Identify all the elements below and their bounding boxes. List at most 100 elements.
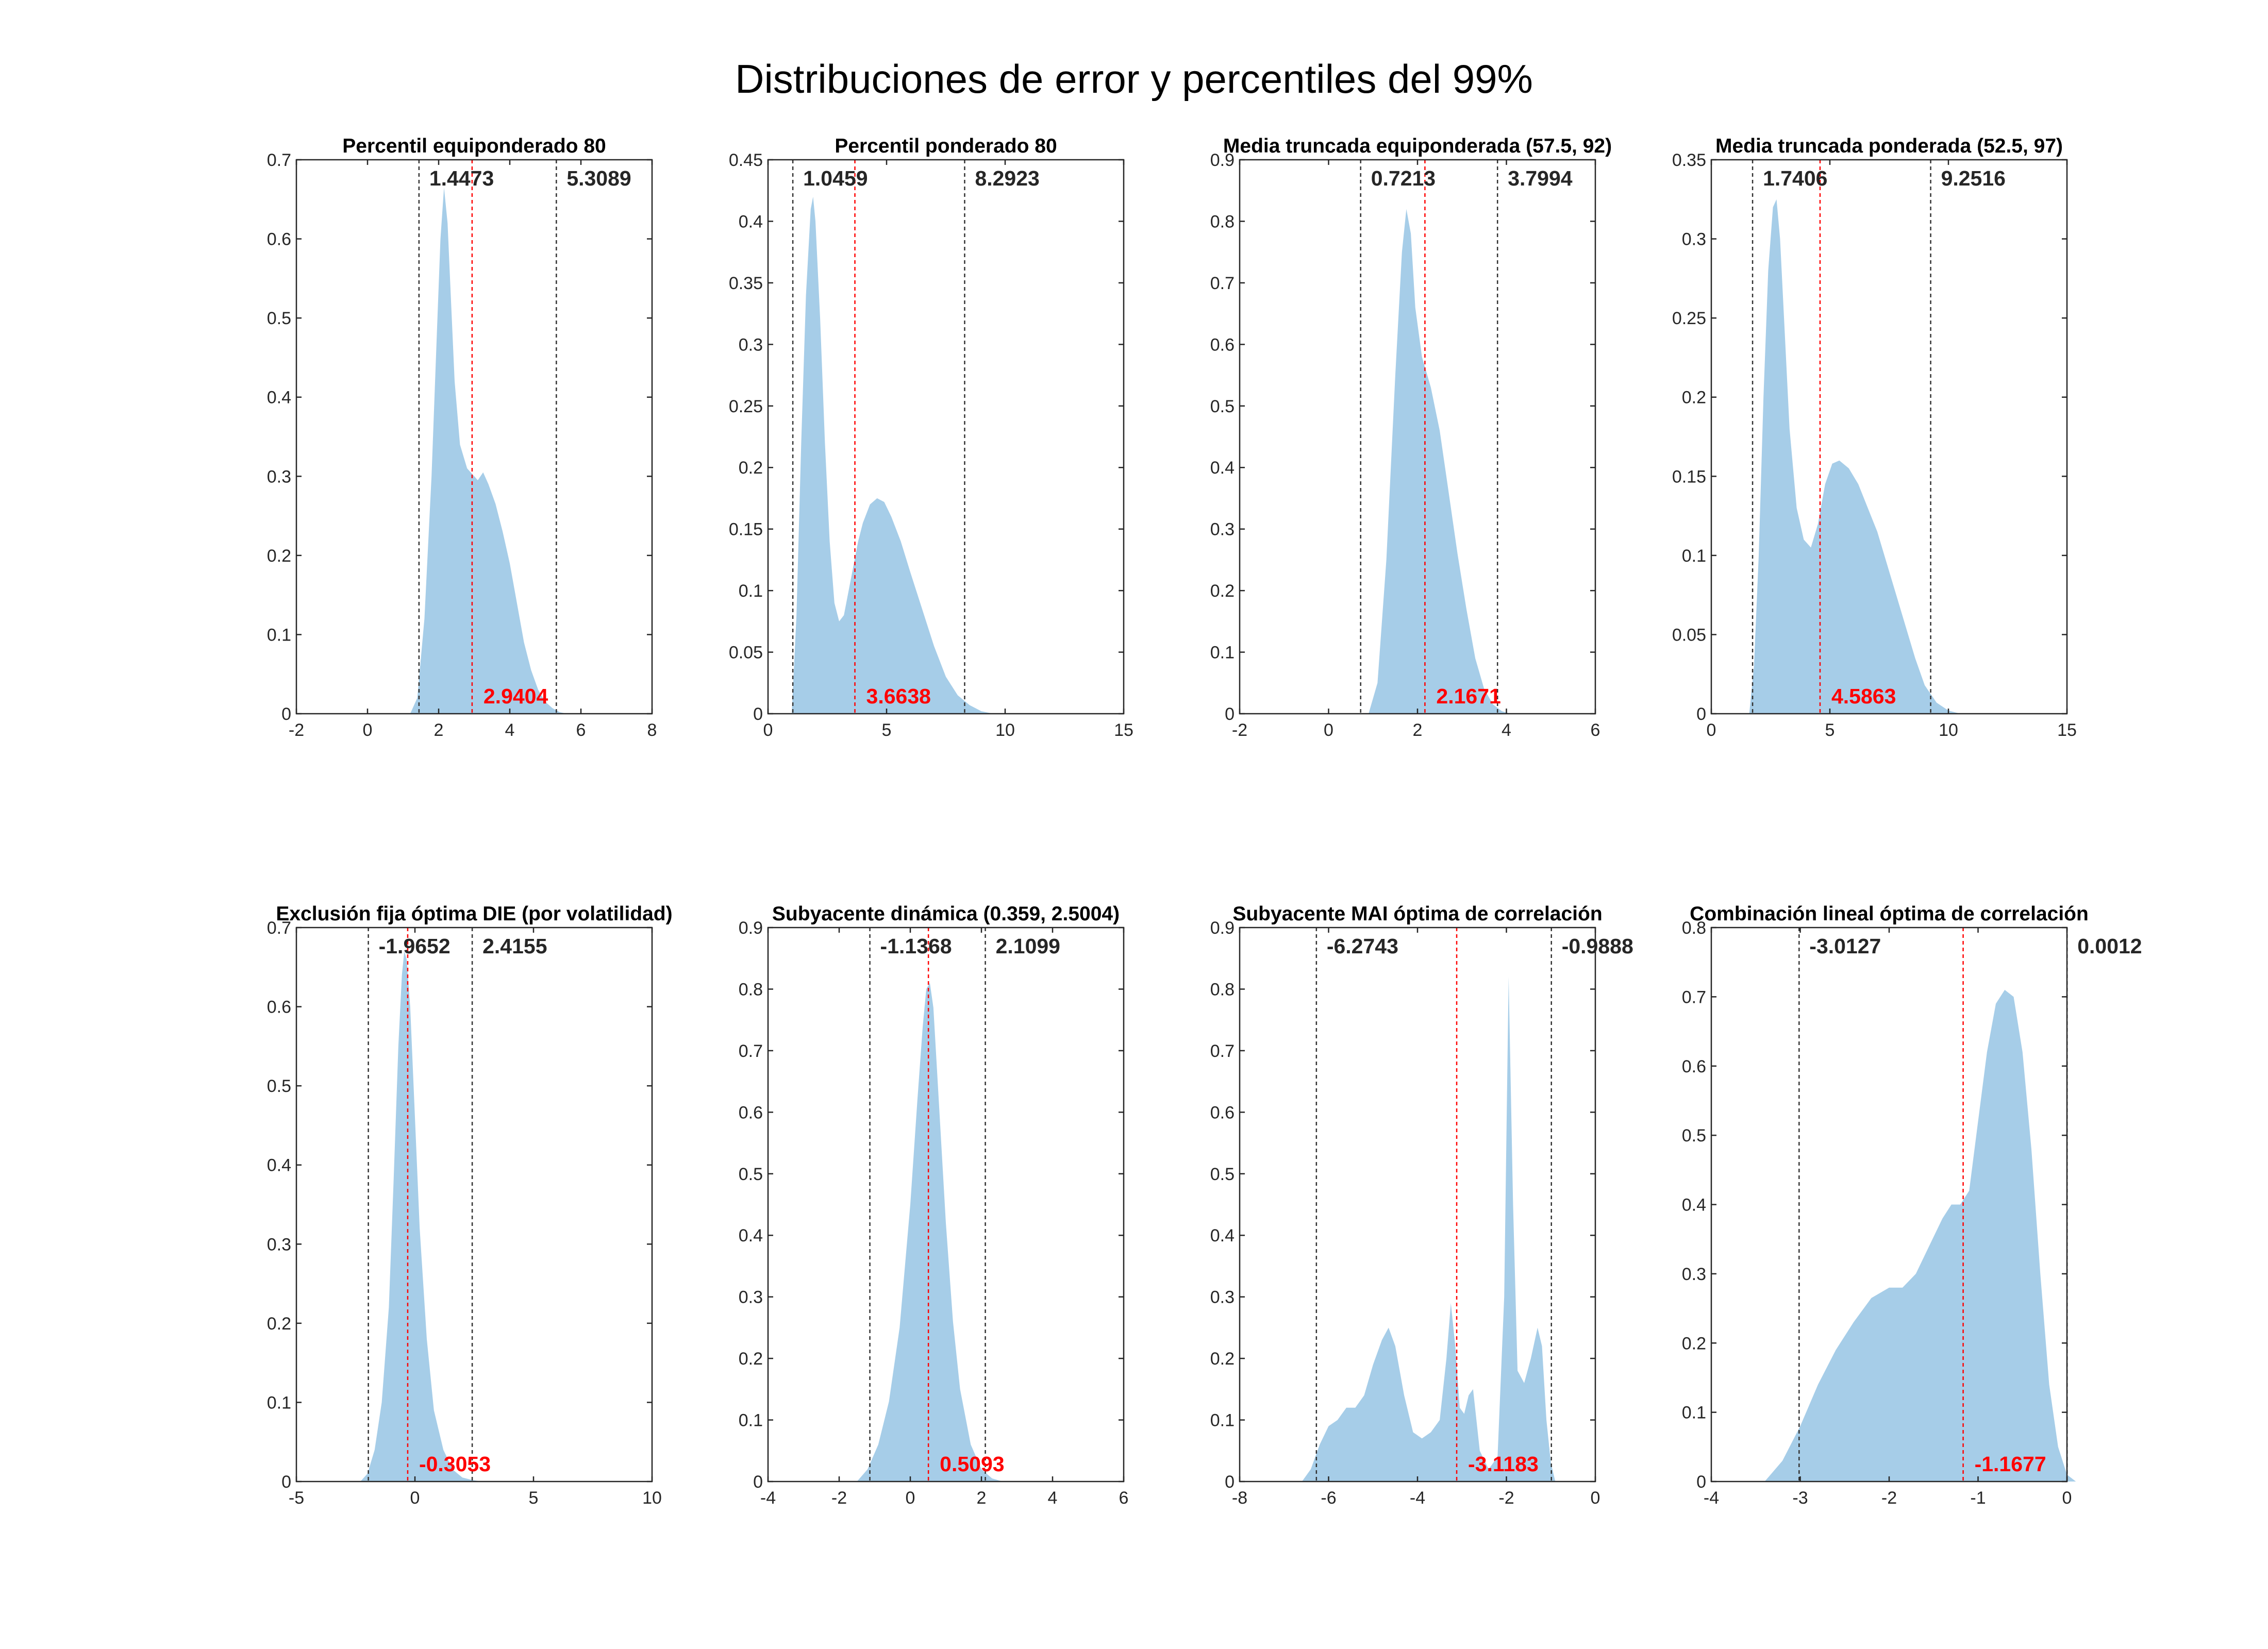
x-tick-label: 4 — [1502, 720, 1511, 740]
panel-title: Percentil equiponderado 80 — [342, 135, 606, 157]
lower-bound-label: 1.7406 — [1763, 166, 1827, 190]
lower-bound-label: -1.9652 — [379, 934, 451, 958]
x-tick-label: -2 — [1232, 720, 1247, 740]
x-tick-label: -4 — [1704, 1488, 1719, 1508]
y-tick-label: 0.2 — [1210, 581, 1235, 601]
x-tick-label: 6 — [1591, 720, 1600, 740]
x-tick-label: -1 — [1970, 1488, 1986, 1508]
chart-panel-4: 0 5 10 15 0 0.05 0.1 0.15 0.2 0.25 0.3 0.35 Media tr… — [1672, 135, 2077, 740]
x-tick-label: 5 — [529, 1488, 539, 1508]
y-tick-label: 0.6 — [1210, 335, 1235, 355]
upper-bound-label: 3.7994 — [1508, 166, 1573, 190]
density-area — [857, 983, 1003, 1482]
x-tick-label: 2 — [1413, 720, 1423, 740]
upper-bound-label: 2.1099 — [996, 934, 1060, 958]
panel-title: Combinación lineal óptima de correlación — [1690, 903, 2089, 925]
y-tick-label: 0.7 — [1210, 274, 1235, 293]
upper-bound-label: 0.0012 — [2077, 934, 2142, 958]
axes-box — [767, 159, 1125, 715]
y-tick-label: 0.4 — [1210, 458, 1235, 478]
y-tick-label: 0.1 — [1682, 546, 1706, 566]
x-tick-label: 4 — [505, 720, 515, 740]
y-tick-label: 0.25 — [729, 397, 763, 416]
y-tick-label: 0.6 — [1682, 1057, 1706, 1076]
y-tick-label: 0.3 — [1682, 1265, 1706, 1284]
x-tick-label: 0 — [1324, 720, 1333, 740]
y-tick-label: 0.5 — [739, 1165, 763, 1184]
x-tick-label: 0 — [906, 1488, 915, 1508]
chart-panel-2: 0 5 10 15 0 0.05 0.1 0.15 0.2 0.25 0.3 0.35 0.4 0.45 P… — [729, 135, 1133, 740]
y-tick-label: 0.2 — [739, 458, 763, 478]
y-tick-label: 0.4 — [739, 1226, 763, 1246]
y-tick-label: 0.7 — [267, 918, 291, 938]
median-label: 2.1671 — [1436, 684, 1500, 708]
x-tick-label: 0 — [763, 720, 773, 740]
x-tick-label: 2 — [434, 720, 444, 740]
density-area — [1369, 209, 1511, 714]
axes-box — [295, 159, 653, 715]
y-tick-label: 0.05 — [729, 643, 763, 663]
y-tick-label: 0.3 — [1682, 230, 1706, 249]
y-tick-label: 0.1 — [1210, 643, 1235, 663]
y-tick-label: 0.7 — [267, 150, 291, 170]
lower-bound-label: -1.1368 — [880, 934, 952, 958]
chart-panel-6: -4 -2 0 2 4 6 0 0.1 0.2 0.3 0.4 0.5 0.6 0.7 0.8 0.9 Suby… — [739, 903, 1129, 1508]
y-tick-label: 0.1 — [1210, 1411, 1235, 1431]
y-tick-label: 0.4 — [1682, 1196, 1706, 1215]
y-tick-label: 0.45 — [729, 150, 763, 170]
x-tick-label: 0 — [2062, 1488, 2072, 1508]
y-tick-label: 0.3 — [1210, 520, 1235, 540]
axes-box — [1710, 159, 2068, 715]
y-tick-label: 0.3 — [739, 335, 763, 355]
y-tick-label: 0.5 — [1682, 1126, 1706, 1146]
x-tick-label: 10 — [995, 720, 1015, 740]
x-tick-label: -2 — [289, 720, 304, 740]
upper-bound-label: 8.2923 — [975, 166, 1039, 190]
x-tick-label: 5 — [1825, 720, 1835, 740]
y-tick-label: 0.7 — [1682, 987, 1706, 1007]
y-tick-label: 0 — [1696, 1472, 1706, 1492]
y-tick-label: 0.6 — [739, 1103, 763, 1122]
median-label: -3.1183 — [1468, 1452, 1539, 1476]
y-tick-label: 0.35 — [1672, 150, 1706, 170]
y-tick-label: 0.3 — [739, 1288, 763, 1307]
y-tick-label: 0.2 — [1682, 388, 1706, 408]
y-tick-label: 0.3 — [267, 467, 291, 486]
lower-bound-label: 1.4473 — [429, 166, 494, 190]
y-tick-label: 0 — [1696, 704, 1706, 724]
x-tick-label: -2 — [1881, 1488, 1897, 1508]
y-tick-label: 0.5 — [267, 309, 291, 328]
figure-title: Distribuciones de error y percentiles de… — [735, 56, 1533, 102]
y-tick-label: 0.6 — [267, 230, 291, 249]
y-tick-label: 0.4 — [739, 212, 763, 231]
lower-bound-label: 1.0459 — [803, 166, 868, 190]
x-tick-label: 6 — [1119, 1488, 1129, 1508]
x-tick-label: -2 — [1498, 1488, 1514, 1508]
y-tick-label: 0.25 — [1672, 309, 1706, 328]
y-tick-label: 0.9 — [1210, 918, 1235, 938]
upper-bound-label: 2.4155 — [482, 934, 547, 958]
x-tick-label: 15 — [1114, 720, 1133, 740]
y-tick-label: 0.7 — [1210, 1041, 1235, 1061]
axes-box — [767, 927, 1125, 1483]
y-tick-label: 0.3 — [267, 1235, 291, 1254]
y-tick-label: 0.5 — [267, 1076, 291, 1096]
y-tick-label: 0.8 — [1682, 918, 1706, 938]
y-tick-label: 0.4 — [267, 1156, 291, 1175]
y-tick-label: 0.1 — [739, 581, 763, 601]
median-label: -0.3053 — [419, 1452, 491, 1476]
y-tick-label: 0.6 — [1210, 1103, 1235, 1122]
x-tick-label: 8 — [647, 720, 657, 740]
x-tick-label: 0 — [363, 720, 373, 740]
x-tick-label: -5 — [289, 1488, 304, 1508]
x-tick-label: -3 — [1792, 1488, 1808, 1508]
x-tick-label: -6 — [1321, 1488, 1336, 1508]
axes-box — [295, 927, 653, 1483]
upper-bound-label: 5.3089 — [566, 166, 631, 190]
y-tick-label: 0.1 — [1682, 1403, 1706, 1423]
upper-bound-label: -0.9888 — [1562, 934, 1633, 958]
density-area — [360, 951, 481, 1482]
panel-title: Subyacente dinámica (0.359, 2.5004) — [772, 903, 1120, 925]
